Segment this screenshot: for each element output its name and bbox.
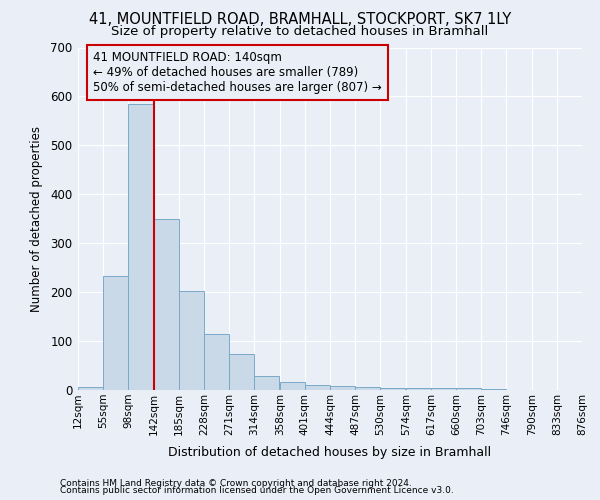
Bar <box>355 387 380 390</box>
Bar <box>254 376 279 390</box>
Bar <box>128 104 153 390</box>
Text: 41 MOUNTFIELD ROAD: 140sqm
← 49% of detached houses are smaller (789)
50% of sem: 41 MOUNTFIELD ROAD: 140sqm ← 49% of deta… <box>93 51 382 94</box>
Bar <box>179 290 204 390</box>
Bar <box>431 388 456 390</box>
Bar <box>330 386 355 390</box>
Text: Contains HM Land Registry data © Crown copyright and database right 2024.: Contains HM Land Registry data © Crown c… <box>60 478 412 488</box>
Bar <box>280 382 305 390</box>
Bar <box>78 386 103 390</box>
Bar <box>481 388 506 390</box>
Bar <box>305 384 330 390</box>
Bar <box>380 388 405 390</box>
Bar <box>204 334 229 390</box>
Bar <box>229 354 254 390</box>
Text: Size of property relative to detached houses in Bramhall: Size of property relative to detached ho… <box>112 25 488 38</box>
X-axis label: Distribution of detached houses by size in Bramhall: Distribution of detached houses by size … <box>169 446 491 459</box>
Text: 41, MOUNTFIELD ROAD, BRAMHALL, STOCKPORT, SK7 1LY: 41, MOUNTFIELD ROAD, BRAMHALL, STOCKPORT… <box>89 12 511 28</box>
Bar <box>456 388 481 390</box>
Bar <box>154 219 179 390</box>
Y-axis label: Number of detached properties: Number of detached properties <box>30 126 43 312</box>
Bar <box>406 388 431 390</box>
Text: Contains public sector information licensed under the Open Government Licence v3: Contains public sector information licen… <box>60 486 454 495</box>
Bar <box>103 276 128 390</box>
